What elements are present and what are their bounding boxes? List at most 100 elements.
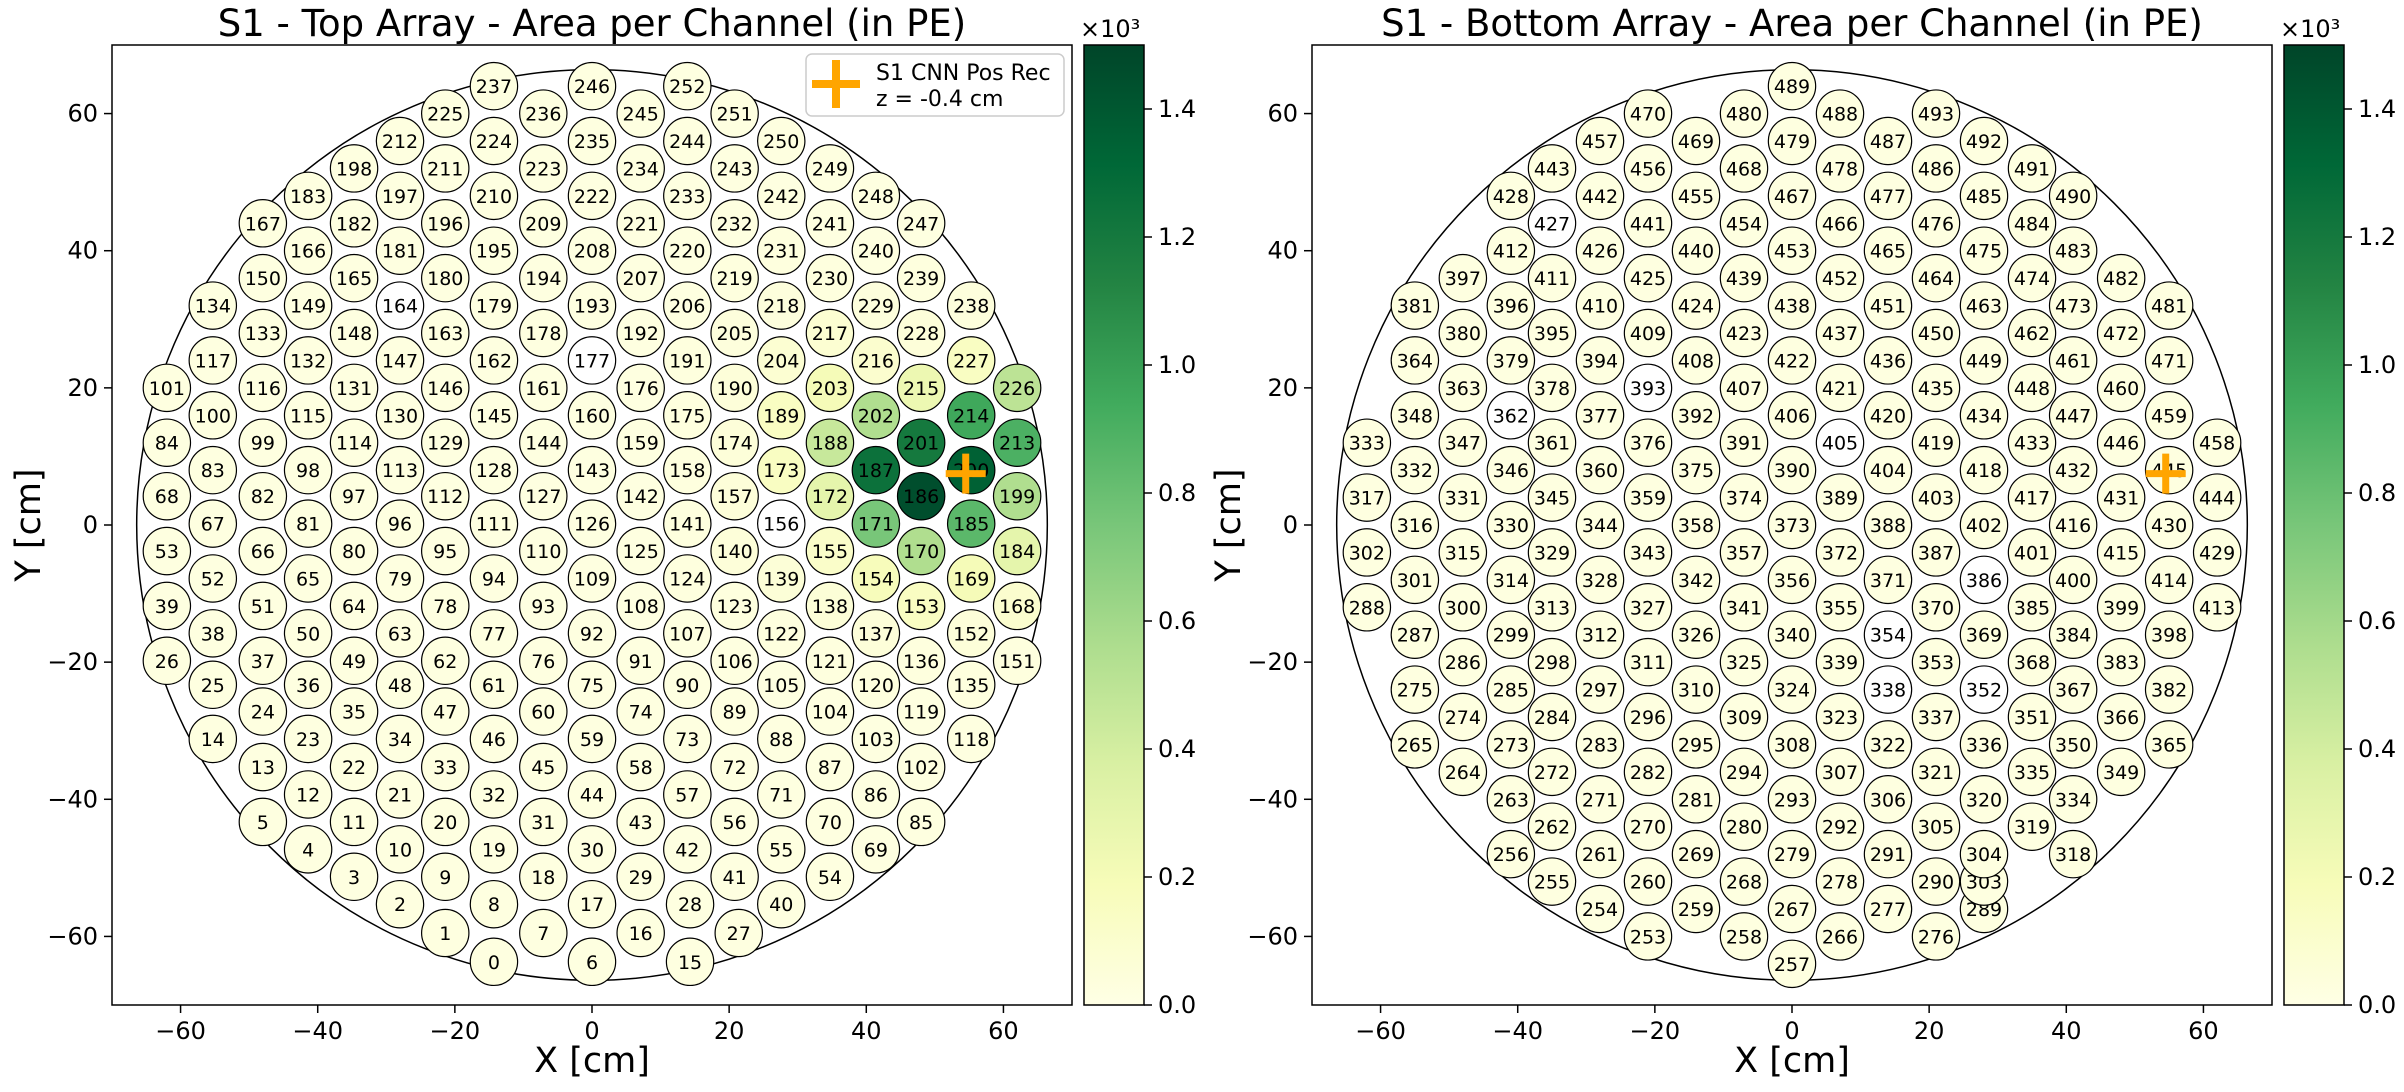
channel-label: 84: [155, 433, 179, 455]
channel-305: [1911, 802, 1961, 851]
channel-235: [567, 116, 617, 166]
channel-370: [1911, 583, 1961, 632]
channel-label: 291: [1870, 844, 1906, 866]
channel-369: [1959, 610, 2009, 659]
channel-label: 418: [1966, 460, 2002, 482]
channel-label: 454: [1726, 213, 1762, 235]
channel-label: 287: [1397, 625, 1433, 647]
channel-272: [1527, 747, 1577, 797]
channel-label: 222: [574, 186, 610, 208]
channel-100: [188, 391, 238, 440]
channel-271: [1575, 775, 1625, 824]
channel-label: 91: [629, 651, 653, 673]
channel-label: 325: [1726, 652, 1762, 674]
channel-label: 78: [433, 596, 457, 618]
channel-label: 343: [1630, 542, 1666, 564]
channel-39: [142, 581, 192, 631]
channel-label: 166: [290, 241, 326, 263]
channel-410: [1575, 281, 1625, 330]
channel-label: 355: [1822, 597, 1858, 619]
channel-485: [1959, 171, 2009, 221]
channel-label: 288: [1349, 597, 1385, 619]
channel-label: 382: [2151, 680, 2187, 702]
channel-label: 472: [2103, 323, 2139, 345]
channel-label: 437: [1822, 323, 1858, 345]
channel-254: [1575, 884, 1625, 934]
channel-182: [329, 199, 379, 248]
channel-117: [188, 336, 238, 385]
channel-397: [1438, 253, 1488, 303]
y-tick-label: −40: [1247, 785, 1298, 813]
channel-label: 88: [769, 729, 793, 751]
channel-label: 49: [342, 651, 366, 673]
x-tick-label: 60: [2188, 1017, 2219, 1045]
channel-414: [2144, 555, 2194, 605]
channel-424: [1671, 281, 1721, 330]
channel-322: [1863, 720, 1913, 769]
channel-61: [469, 660, 519, 710]
y-tick-label: 0: [1283, 511, 1298, 539]
channel-31: [519, 797, 568, 847]
channel-261: [1575, 829, 1625, 879]
channel-label: 39: [155, 596, 179, 618]
channel-label: 261: [1582, 844, 1618, 866]
channel-label: 478: [1822, 158, 1858, 180]
channel-324: [1767, 665, 1817, 714]
channel-label: 192: [623, 323, 659, 345]
channel-label: 480: [1726, 104, 1762, 126]
channel-label: 314: [1493, 570, 1529, 592]
bottom-array-ticks: −60 −40 −20 0 20 40 60 −60 −40 −20 0 20 40 60: [1247, 100, 2218, 1045]
channel-23: [283, 714, 333, 764]
channel-label: 340: [1774, 625, 1810, 647]
channel-label: 239: [903, 268, 939, 290]
channel-206: [663, 281, 712, 330]
channel-89: [710, 687, 759, 736]
channel-label: 456: [1630, 158, 1666, 180]
channel-56: [710, 797, 759, 847]
channel-label: 205: [716, 323, 752, 345]
channel-50: [283, 609, 333, 658]
top-array-title: S1 - Top Array - Area per Channel (in PE…: [218, 2, 966, 45]
channel-label: 400: [2055, 570, 2091, 592]
channel-80: [329, 526, 379, 576]
channel-212: [375, 116, 425, 166]
channel-label: 341: [1726, 597, 1762, 619]
channel-381: [1390, 281, 1440, 330]
channel-label: 354: [1870, 625, 1906, 647]
channel-label: 492: [1966, 131, 2002, 153]
channel-label: 231: [763, 241, 799, 263]
channel-label: 190: [716, 378, 752, 400]
channel-170: [896, 526, 946, 576]
channel-label: 448: [2014, 378, 2050, 400]
channel-label: 137: [858, 623, 894, 645]
channel-247: [896, 199, 946, 248]
channel-327: [1623, 583, 1673, 632]
channel-153: [896, 581, 946, 631]
channel-333: [1342, 418, 1392, 467]
channel-label: 440: [1678, 241, 1714, 263]
channel-label: 336: [1966, 734, 2002, 756]
channel-label: 277: [1870, 899, 1906, 921]
channel-252: [663, 61, 712, 111]
channel-label: 378: [1534, 378, 1570, 400]
bottom-array-colorbar: 0.0 0.2 0.4 0.6 0.8 1.0 1.2 1.4 ×10³: [2280, 15, 2396, 1019]
channel-375: [1671, 445, 1721, 495]
channel-162: [469, 336, 519, 385]
channel-label: 265: [1397, 734, 1433, 756]
channel-label: 62: [433, 651, 457, 673]
channel-398: [2144, 610, 2194, 659]
channel-label: 3: [348, 867, 360, 889]
channel-label: 145: [476, 405, 512, 427]
channel-391: [1719, 418, 1769, 467]
channel-label: 294: [1726, 762, 1762, 784]
channel-352: [1959, 665, 2009, 714]
channel-label: 5: [257, 812, 269, 834]
channel-348: [1390, 391, 1440, 440]
top-array-xlabel: X [cm]: [534, 1041, 650, 1081]
channel-label: 300: [1445, 597, 1481, 619]
x-tick-label: −60: [1355, 1017, 1406, 1045]
channel-label: 26: [155, 651, 179, 673]
channel-263: [1486, 775, 1536, 824]
channel-label: 12: [296, 784, 320, 806]
channel-label: 67: [201, 514, 225, 536]
